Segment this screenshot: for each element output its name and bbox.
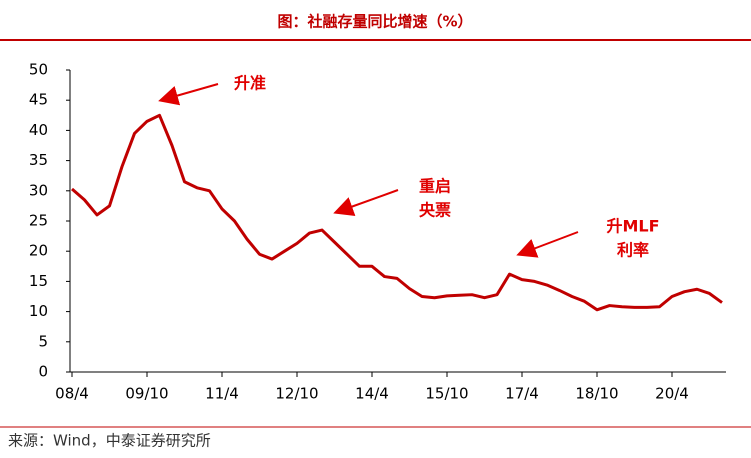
x-tick-label: 17/4 [505, 385, 539, 403]
y-tick-label: 40 [29, 121, 48, 139]
y-tick-label: 35 [29, 151, 48, 169]
x-tick-label: 15/10 [425, 385, 468, 403]
y-tick-label: 30 [29, 181, 48, 199]
annotation: 重启 [419, 177, 451, 196]
x-tick-label: 20/4 [655, 385, 689, 403]
x-tick-label: 18/10 [575, 385, 618, 403]
line [71, 113, 723, 312]
y-tick-label: 25 [29, 212, 48, 230]
y-tick-label: 10 [29, 302, 48, 320]
annotation: 利率 [617, 241, 649, 260]
chart-title: 图：社融存量同比增速（%） [277, 13, 472, 31]
source: 来源：Wind，中泰证券研究所 [8, 432, 211, 450]
annotation: 升准 [234, 74, 266, 93]
annotation: 央票 [419, 201, 451, 220]
arrow [333, 189, 399, 216]
y-tick-label: 50 [29, 61, 48, 79]
x-tick-label: 11/4 [205, 385, 239, 403]
y-tick-label: 5 [38, 332, 48, 350]
x-tick-label: 14/4 [355, 385, 389, 403]
x-tick-label: 08/4 [55, 385, 89, 403]
annotation: 升MLF [606, 217, 659, 236]
x-tick-label: 12/10 [275, 385, 318, 403]
y-tick-label: 45 [29, 91, 48, 109]
y-tick-label: 0 [38, 363, 48, 381]
x-tick-label: 09/10 [125, 385, 168, 403]
arrow [516, 231, 579, 258]
y-tick-label: 20 [29, 242, 48, 260]
arrow [158, 83, 219, 106]
y-tick-label: 15 [29, 272, 48, 290]
